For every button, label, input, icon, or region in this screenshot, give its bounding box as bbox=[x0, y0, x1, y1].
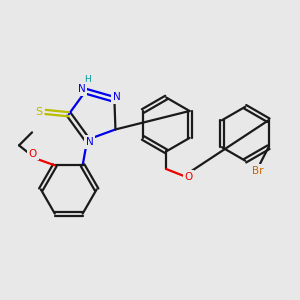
Text: N: N bbox=[113, 92, 121, 102]
Text: O: O bbox=[184, 172, 193, 182]
Text: H: H bbox=[85, 75, 91, 84]
Text: N: N bbox=[78, 84, 86, 94]
Text: N: N bbox=[86, 137, 93, 147]
Text: S: S bbox=[35, 107, 43, 117]
Text: Br: Br bbox=[252, 166, 264, 176]
Text: O: O bbox=[29, 149, 37, 159]
